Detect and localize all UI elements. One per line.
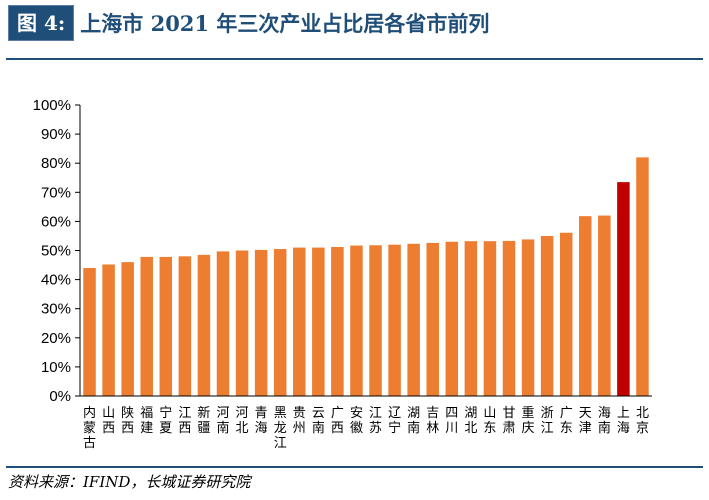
x-tick-label: 青海: [255, 406, 268, 436]
x-tick-label: 山西: [102, 406, 115, 436]
bar-27: [598, 215, 611, 396]
x-tick-label: 吉林: [426, 406, 439, 436]
x-tick-label: 新疆: [197, 405, 210, 436]
x-tick-label: 甘肃: [502, 406, 515, 436]
bar-19: [445, 241, 459, 396]
x-tick-label: 山东: [483, 406, 496, 436]
bottom-divider: [6, 466, 703, 468]
y-tick-label: 60%: [41, 213, 71, 230]
x-tick-label: 贵州: [293, 406, 306, 436]
top-divider: [6, 58, 703, 60]
bar-16: [388, 244, 401, 396]
source-note: 资料来源：IFIND，长城证券研究院: [8, 473, 251, 491]
bar-7: [216, 251, 230, 396]
chart-title: 上海市 2021 年三次产业占比居各省市前列: [80, 11, 490, 36]
bar-6: [197, 254, 211, 396]
x-tick-label: 黑龙江: [274, 406, 287, 451]
x-tick-label: 海南: [598, 406, 611, 436]
x-tick-label: 陕西: [121, 406, 134, 436]
x-tick-label: 重庆: [522, 405, 535, 436]
bar-23: [521, 239, 535, 396]
bar-13: [331, 247, 344, 396]
x-tick-label: 上海: [617, 406, 630, 436]
x-tick-label: 河北: [236, 406, 249, 436]
y-tick-label: 0%: [49, 388, 71, 405]
y-tick-label: 10%: [41, 359, 71, 376]
bar-8: [235, 250, 249, 396]
bar-28: [617, 182, 630, 396]
x-tick-label: 四川: [445, 406, 458, 436]
y-tick-label: 70%: [41, 184, 71, 201]
x-tick-label: 宁夏: [159, 405, 172, 436]
bar-1: [102, 264, 115, 396]
x-tick-label: 天津: [579, 406, 592, 436]
x-tick-label: 内蒙古: [83, 405, 96, 451]
bar-5: [178, 256, 192, 396]
y-tick-label: 80%: [41, 155, 71, 172]
bar-25: [559, 232, 573, 396]
bar-3: [140, 256, 153, 396]
bar-11: [293, 247, 306, 396]
bar-21: [483, 241, 497, 396]
bar-15: [369, 245, 382, 396]
figure-label: 图 4:: [8, 5, 75, 41]
bar-20: [464, 241, 478, 396]
x-tick-label: 浙江: [541, 406, 554, 436]
bar-10: [273, 249, 287, 396]
bar-chart: 0% 10% 20% 30% 40% 50% 60% 70% 80% 90% 100% 内蒙古山西陕西…: [33, 97, 652, 451]
bar-22: [502, 240, 516, 396]
bar-4: [159, 256, 173, 396]
x-tick-label: 安徽: [350, 406, 363, 436]
x-tick-label: 江苏: [369, 406, 382, 436]
y-tick-label: 100%: [33, 97, 71, 114]
bar-18: [426, 242, 439, 396]
x-tick-label: 湖南: [407, 406, 420, 436]
x-tick-label: 湖北: [464, 406, 477, 436]
x-tick-label: 广西: [331, 406, 344, 436]
x-tick-label: 北京: [636, 406, 649, 436]
header: 图 4: 上海市 2021 年三次产业占比居各省市前列: [8, 5, 490, 41]
y-tick-label: 30%: [41, 301, 71, 318]
x-tick-label: 福建: [140, 406, 153, 436]
bar-14: [350, 245, 363, 396]
x-tick-label: 云南: [312, 406, 325, 436]
y-tick-label: 90%: [41, 126, 71, 143]
y-tick-label: 50%: [41, 243, 71, 260]
bar-17: [407, 243, 420, 396]
x-tick-label: 河南: [216, 406, 229, 436]
bar-29: [636, 157, 649, 396]
x-tick-label: 广东: [560, 406, 573, 436]
bar-24: [540, 235, 554, 396]
bar-26: [579, 216, 592, 396]
x-tick-label: 辽宁: [388, 406, 401, 436]
bar-0: [83, 267, 96, 396]
y-tick-label: 40%: [41, 272, 71, 289]
bar-12: [312, 247, 325, 396]
y-tick-label: 20%: [41, 330, 71, 347]
bar-9: [254, 249, 268, 396]
x-tick-label: 江西: [178, 406, 191, 436]
bar-2: [121, 262, 134, 396]
